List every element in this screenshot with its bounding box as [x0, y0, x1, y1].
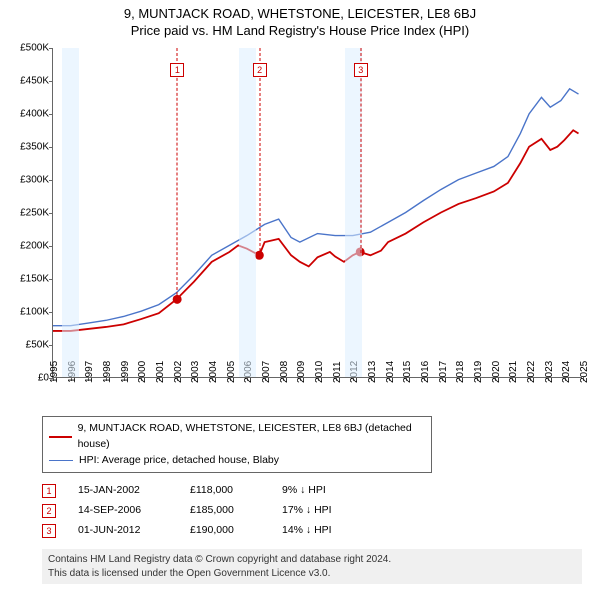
sale-row-diff: 9% ↓ HPI	[282, 481, 326, 501]
y-tick-mark	[49, 246, 53, 247]
sale-row-diff: 14% ↓ HPI	[282, 521, 332, 541]
chart-svg	[53, 48, 582, 377]
x-tick-label: 2020	[491, 361, 502, 383]
year-band	[62, 48, 80, 377]
sale-row: 3 01-JUN-2012 £190,000 14% ↓ HPI	[42, 521, 600, 541]
chart-container: 9, MUNTJACK ROAD, WHETSTONE, LEICESTER, …	[0, 0, 600, 590]
x-tick-label: 2021	[508, 361, 519, 383]
x-tick-label: 1999	[120, 361, 131, 383]
legend-row: 9, MUNTJACK ROAD, WHETSTONE, LEICESTER, …	[49, 421, 425, 453]
x-tick-label: 2023	[544, 361, 555, 383]
x-tick-label: 2005	[226, 361, 237, 383]
y-tick-mark	[49, 147, 53, 148]
sale-row-price: £190,000	[190, 521, 260, 541]
x-tick-label: 2001	[155, 361, 166, 383]
sale-row-date: 01-JUN-2012	[78, 521, 168, 541]
attribution-line2: This data is licensed under the Open Gov…	[48, 567, 576, 581]
legend-swatch	[49, 460, 73, 461]
sale-row-marker: 1	[42, 484, 56, 498]
x-tick-label: 2011	[332, 361, 343, 383]
series-hpi	[53, 89, 579, 326]
y-tick-mark	[49, 48, 53, 49]
x-tick-label: 2022	[526, 361, 537, 383]
legend-row: HPI: Average price, detached house, Blab…	[49, 453, 425, 469]
x-tick-label: 2019	[473, 361, 484, 383]
sale-marker-line	[259, 48, 260, 256]
sale-row: 2 14-SEP-2006 £185,000 17% ↓ HPI	[42, 501, 600, 521]
x-tick-label: 2016	[420, 361, 431, 383]
y-tick-mark	[49, 279, 53, 280]
x-tick-label: 1995	[49, 361, 60, 383]
sale-row-price: £185,000	[190, 501, 260, 521]
x-tick-label: 2014	[385, 361, 396, 383]
sale-row-date: 14-SEP-2006	[78, 501, 168, 521]
legend-label: HPI: Average price, detached house, Blab…	[79, 453, 279, 469]
sale-marker-box: 3	[354, 63, 368, 77]
x-tick-label: 2024	[561, 361, 572, 383]
y-tick-mark	[49, 180, 53, 181]
x-tick-label: 1997	[84, 361, 95, 383]
y-tick-mark	[49, 213, 53, 214]
legend-label: 9, MUNTJACK ROAD, WHETSTONE, LEICESTER, …	[78, 421, 425, 453]
chart-plot-area: £0£50K£100K£150K£200K£250K£300K£350K£400…	[52, 48, 582, 378]
x-tick-label: 2018	[455, 361, 466, 383]
series-price_paid	[53, 130, 579, 331]
sale-marker-line	[360, 48, 361, 253]
x-tick-label: 2010	[314, 361, 325, 383]
sale-row-price: £118,000	[190, 481, 260, 501]
title-subtitle: Price paid vs. HM Land Registry's House …	[0, 23, 600, 38]
sale-row-date: 15-JAN-2002	[78, 481, 168, 501]
x-tick-label: 2003	[190, 361, 201, 383]
legend: 9, MUNTJACK ROAD, WHETSTONE, LEICESTER, …	[42, 416, 432, 473]
attribution-line1: Contains HM Land Registry data © Crown c…	[48, 553, 576, 567]
sale-marker-box: 2	[253, 63, 267, 77]
legend-swatch	[49, 436, 72, 438]
x-tick-label: 2000	[137, 361, 148, 383]
x-tick-label: 2015	[402, 361, 413, 383]
y-tick-mark	[49, 114, 53, 115]
sale-row: 1 15-JAN-2002 £118,000 9% ↓ HPI	[42, 481, 600, 501]
title-address: 9, MUNTJACK ROAD, WHETSTONE, LEICESTER, …	[0, 6, 600, 21]
x-tick-label: 2008	[279, 361, 290, 383]
sale-row-marker: 3	[42, 524, 56, 538]
year-band	[239, 48, 257, 377]
x-tick-label: 2002	[173, 361, 184, 383]
sales-table: 1 15-JAN-2002 £118,000 9% ↓ HPI 2 14-SEP-2006…	[42, 481, 600, 541]
sale-marker-box: 1	[170, 63, 184, 77]
x-tick-label: 2013	[367, 361, 378, 383]
y-tick-mark	[49, 81, 53, 82]
x-tick-label: 2004	[208, 361, 219, 383]
y-tick-mark	[49, 312, 53, 313]
title-block: 9, MUNTJACK ROAD, WHETSTONE, LEICESTER, …	[0, 0, 600, 38]
x-tick-label: 2017	[438, 361, 449, 383]
sale-marker-line	[177, 48, 178, 300]
x-tick-label: 1998	[102, 361, 113, 383]
sale-row-marker: 2	[42, 504, 56, 518]
x-tick-label: 2025	[579, 361, 590, 383]
x-tick-label: 2007	[261, 361, 272, 383]
x-tick-label: 2009	[296, 361, 307, 383]
attribution: Contains HM Land Registry data © Crown c…	[42, 549, 582, 584]
y-tick-mark	[49, 345, 53, 346]
sale-row-diff: 17% ↓ HPI	[282, 501, 332, 521]
